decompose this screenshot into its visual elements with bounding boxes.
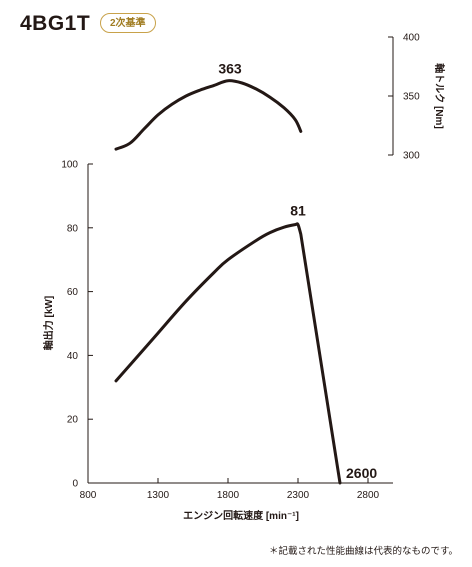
power-y-tick-label: 80 (67, 223, 79, 234)
power-y-tick-label: 20 (67, 415, 79, 426)
power-y-tick-label: 0 (72, 479, 78, 490)
footnote: ＊記載された性能曲線は代表的なものです。 (268, 546, 458, 557)
power-curve (114, 222, 342, 485)
torque-y-tick-label: 300 (403, 151, 420, 162)
torque-y-tick-label: 400 (403, 33, 420, 44)
power-y-axis-label: 軸出力 [kW] (42, 296, 55, 350)
x-tick-label: 800 (80, 490, 97, 501)
power-data-label: 81 (290, 203, 306, 219)
torque-curve (114, 79, 303, 151)
engine-model-title: 4BG1T (20, 12, 91, 35)
x-tick-label: 1800 (217, 490, 240, 501)
x-tick-label: 2800 (357, 490, 380, 501)
x-tick-label: 2300 (287, 490, 310, 501)
power-data-label: 2600 (346, 465, 377, 481)
standard-badge: 2次基準 (100, 13, 156, 33)
torque-data-label: 363 (218, 61, 242, 77)
x-axis-label: エンジン回転速度 [min⁻¹] (183, 509, 299, 522)
torque-y-axis-label: 軸トルク [Nm] (433, 63, 446, 129)
power-y-tick-label: 60 (67, 287, 79, 298)
x-tick-label: 1300 (147, 490, 170, 501)
power-y-tick-label: 40 (67, 351, 79, 362)
torque-y-tick-label: 350 (403, 92, 420, 103)
power-y-tick-label: 100 (61, 160, 78, 171)
